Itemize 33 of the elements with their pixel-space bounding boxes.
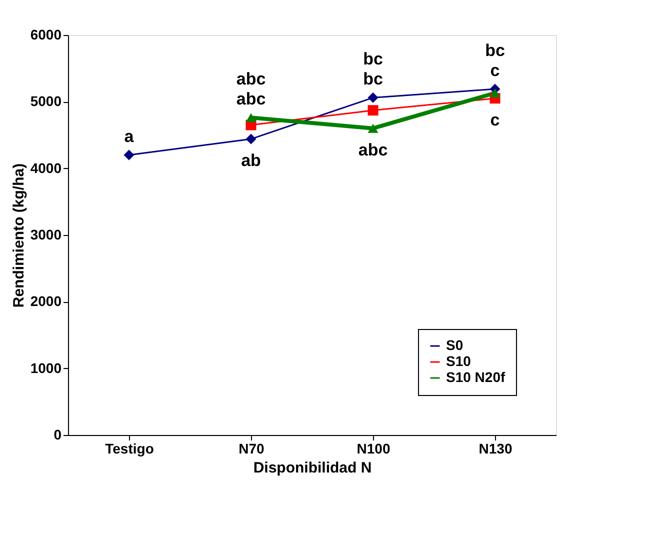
- y-tick-label: 1000: [30, 360, 62, 376]
- point: [368, 92, 378, 103]
- y-tick-label: 5000: [30, 93, 62, 110]
- x-tick-label: Testigo: [105, 440, 154, 456]
- point: [124, 150, 134, 160]
- annotation: bc: [485, 41, 505, 60]
- annotation: bc: [363, 70, 383, 89]
- annotation: abc: [358, 140, 388, 160]
- y-tick-label: 6000: [30, 26, 62, 42]
- legend-label: S10: [446, 353, 472, 369]
- x-tick-label: N70: [238, 440, 265, 456]
- annotation: ab: [241, 151, 261, 170]
- annotation: a: [124, 127, 134, 146]
- annotation: abc: [236, 90, 266, 109]
- legend-label: S10 N20f: [446, 369, 506, 385]
- x-tick-label: N130: [478, 440, 512, 456]
- y-tick-label: 2000: [30, 293, 62, 310]
- legend-label: S0: [446, 337, 464, 353]
- annotation: c: [490, 61, 500, 80]
- x-tick-label: N100: [356, 440, 390, 456]
- point: [368, 105, 378, 116]
- y-tick-label: 0: [54, 426, 62, 442]
- annotation: bc: [363, 50, 383, 69]
- point: [490, 88, 500, 98]
- y-tick-label: 4000: [30, 160, 62, 176]
- y-axis-title: Rendimiento (kg/ha): [10, 163, 28, 308]
- point: [246, 134, 256, 144]
- y-tick-label: 3000: [30, 226, 62, 242]
- point: [368, 124, 378, 133]
- x-axis-title: Disponibilidad N: [253, 460, 372, 476]
- annotation: c: [490, 110, 500, 130]
- annotation: abc: [236, 70, 266, 89]
- point: [246, 113, 256, 122]
